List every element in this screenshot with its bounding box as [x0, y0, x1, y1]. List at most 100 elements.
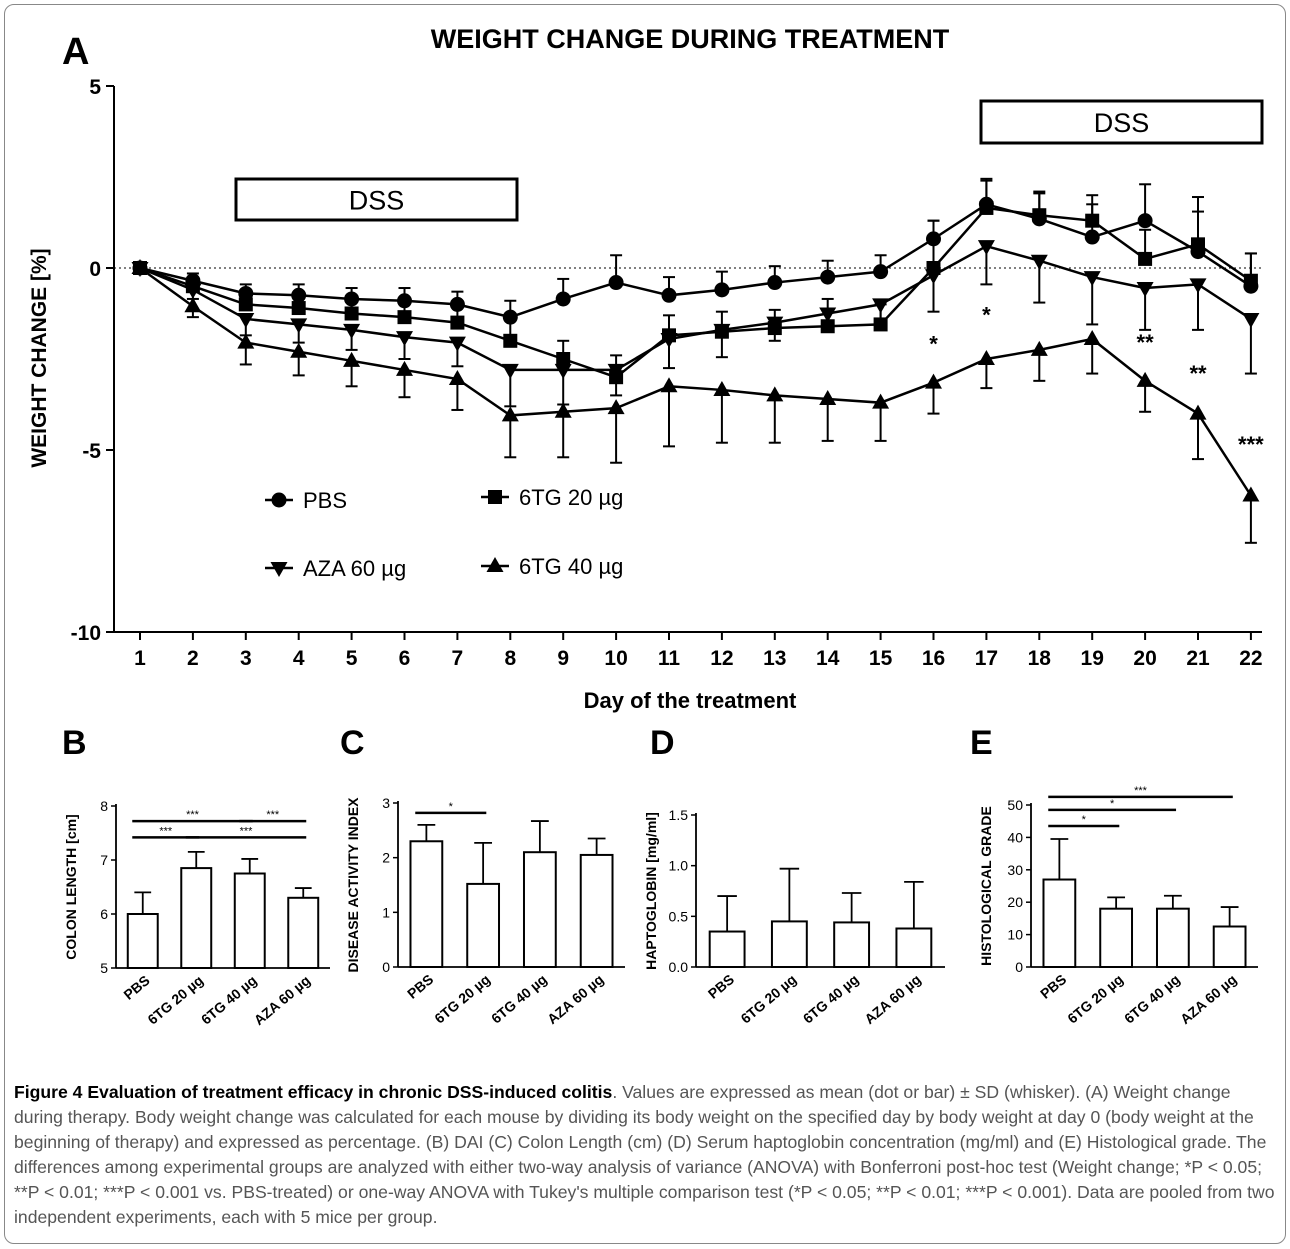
y-tick-label: 7	[100, 852, 108, 868]
legend-marker	[488, 490, 502, 504]
y-tick-label: 10	[1007, 927, 1023, 943]
y-axis-label: HISTOLOGICAL GRADE	[978, 806, 994, 966]
data-point	[237, 312, 255, 328]
x-tick-label: AZA 60 µg	[861, 971, 924, 1027]
y-tick-label: 0	[89, 258, 101, 281]
data-point	[608, 275, 624, 291]
y-tick-label: 0.0	[669, 959, 689, 975]
y-tick-label: 0.5	[669, 908, 689, 924]
data-point	[661, 287, 677, 303]
data-point	[503, 333, 518, 348]
x-tick-label: AZA 60 µg	[251, 972, 314, 1028]
data-point	[1083, 271, 1101, 287]
data-point	[502, 309, 518, 325]
haptoglobin-chart: 0.0 0.5 1.0 1.5 HAPTOGLOBIN [mg/ml] PBS 6TG 20…	[643, 807, 945, 1027]
x-tick-label: 15	[869, 647, 893, 670]
chart-title: WEIGHT CHANGE DURING TREATMENT	[431, 24, 950, 54]
data-point	[713, 380, 731, 396]
x-tick-label: AZA 60 µg	[1177, 971, 1240, 1027]
x-tick-label: 18	[1028, 647, 1052, 670]
bar	[180, 867, 213, 969]
x-tick-label: 6TG 20 µg	[1064, 971, 1126, 1026]
y-tick-label: 1.0	[669, 858, 689, 874]
x-tick-label: PBS	[120, 972, 152, 1003]
data-point	[607, 399, 625, 415]
data-point	[1189, 404, 1207, 420]
data-point	[343, 323, 361, 339]
weight-change-chart: 50-5-101 2 3 4 5 6 7 8 9 10 11 12 13 14 15 16 17 18 19 20 21…	[71, 76, 1265, 670]
data-point	[1085, 213, 1100, 228]
data-point	[291, 301, 306, 316]
data-point	[873, 264, 889, 280]
bar	[770, 920, 808, 969]
significance-mark: *	[1110, 798, 1115, 810]
data-point	[872, 298, 890, 314]
significance-mark: *	[1082, 814, 1087, 826]
bar	[1212, 925, 1247, 968]
bar	[466, 882, 501, 969]
data-point	[397, 310, 412, 325]
legend-entry: 6TG 40 µg	[481, 554, 623, 579]
significance-mark: *	[449, 801, 454, 813]
y-tick-label: 3	[382, 795, 390, 811]
x-tick-label: 9	[557, 647, 569, 670]
data-point	[1083, 329, 1101, 345]
x-tick-label: 7	[452, 647, 464, 670]
data-point	[449, 296, 465, 312]
dss-period-label: DSS	[349, 186, 405, 216]
legend-entry: AZA 60 µg	[265, 556, 406, 581]
bar	[833, 921, 871, 968]
bar	[579, 853, 614, 969]
data-point	[501, 363, 519, 379]
x-tick-label: 6TG 20 µg	[431, 971, 493, 1026]
data-point	[1189, 278, 1207, 294]
x-tick-label: 11	[658, 647, 681, 670]
data-point	[607, 363, 625, 379]
data-point	[819, 390, 837, 406]
y-tick-label: 5	[89, 76, 101, 99]
data-point	[1136, 282, 1154, 298]
data-point	[1136, 371, 1154, 387]
legend-label: AZA 60 µg	[303, 556, 406, 581]
bar	[708, 930, 746, 968]
x-tick-label: 10	[604, 647, 627, 670]
y-axis-label: DISEASE ACTIVITY INDEX	[345, 797, 361, 973]
data-point	[925, 373, 942, 389]
y-tick-label: 1.5	[669, 807, 689, 823]
data-point	[660, 377, 678, 393]
data-point	[767, 275, 783, 291]
y-tick-label: 40	[1007, 829, 1023, 845]
data-point	[820, 269, 836, 285]
data-point	[448, 370, 466, 386]
x-tick-label: 20	[1133, 647, 1156, 670]
data-point	[1242, 312, 1260, 328]
legend-entry: PBS	[265, 488, 347, 513]
data-point	[925, 269, 942, 285]
data-point	[290, 342, 308, 358]
y-tick-label: 30	[1007, 862, 1023, 878]
data-point	[714, 282, 730, 298]
series-line	[139, 202, 1252, 319]
data-point	[977, 240, 995, 256]
x-tick-label: 17	[975, 647, 998, 670]
bar	[287, 896, 320, 969]
data-point	[979, 200, 994, 215]
data-point	[1030, 254, 1048, 270]
legend-label: 6TG 40 µg	[519, 554, 623, 579]
dss-period-box	[234, 177, 519, 222]
y-axis-label: WEIGHT CHANGE [%]	[28, 248, 51, 467]
data-point	[1137, 213, 1153, 229]
x-tick-label: 6TG 40 µg	[800, 971, 862, 1026]
data-point	[1242, 486, 1260, 502]
data-point	[766, 316, 784, 332]
x-tick-label: 12	[710, 647, 733, 670]
bar	[1099, 907, 1134, 968]
x-tick-label: 1	[134, 647, 146, 670]
dss-period-label: DSS	[1094, 108, 1150, 138]
series-triangle-up	[131, 259, 1260, 544]
data-point	[1030, 340, 1048, 356]
legend-label: 6TG 20 µg	[519, 485, 623, 510]
x-tick-label: 6TG 40 µg	[488, 971, 550, 1026]
y-tick-label: 5	[100, 960, 108, 976]
